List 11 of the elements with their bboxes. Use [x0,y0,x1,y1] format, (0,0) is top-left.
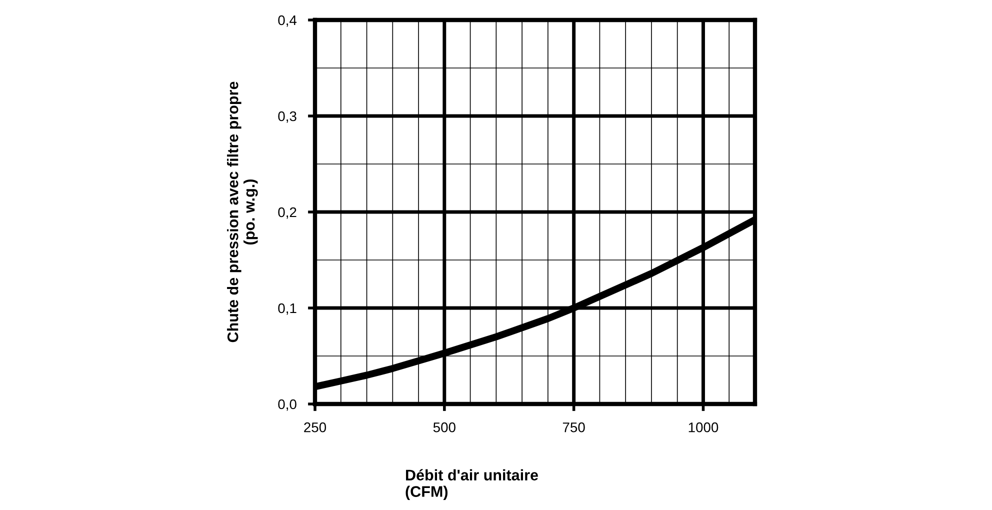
y-tick-label: 0,4 [278,15,297,27]
y-tick-label: 0,3 [278,111,296,123]
y-tick-label: 0,0 [278,399,296,411]
y-axis-title: Chute de pression avec filtre propre (po. w.g.) [227,82,258,342]
y-tick-label: 0,1 [278,303,296,315]
x-tick-label: 750 [562,422,585,432]
y-tick-label: 0,2 [278,207,296,219]
x-tick-label: 1000 [688,422,718,432]
x-tick-label: 500 [433,422,456,432]
x-tick-label: 250 [304,422,326,432]
x-axis-title: Débit d'air unitaire (CFM) [406,469,538,500]
